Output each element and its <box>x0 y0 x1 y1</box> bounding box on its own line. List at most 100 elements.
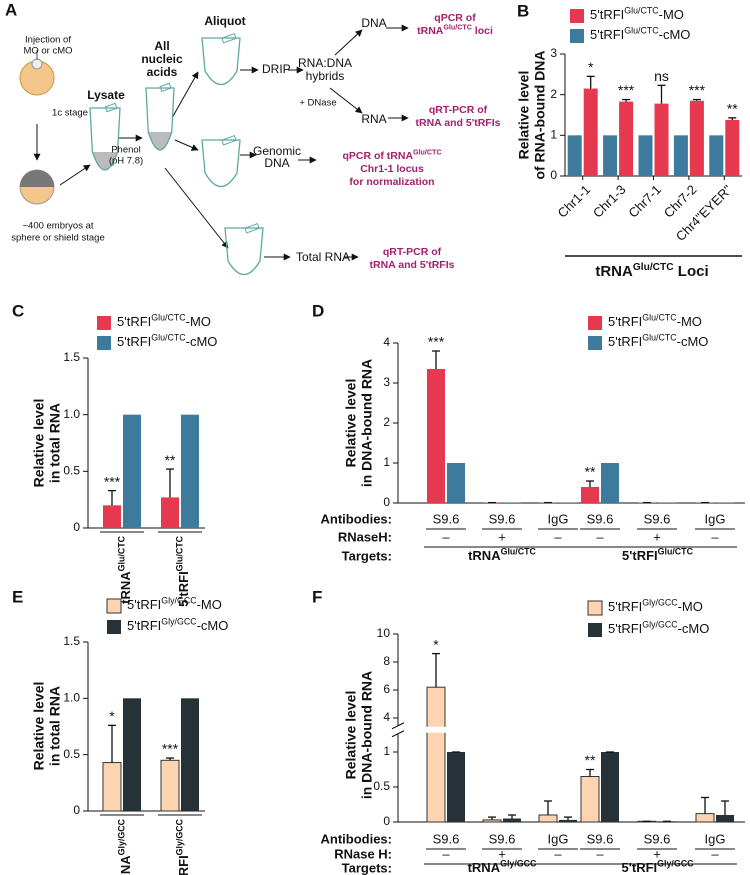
x-tick-label: 5'tRFIGlu/CTC <box>175 535 192 607</box>
x-tick-label-part: Gly/GCC <box>117 818 127 855</box>
x-tick-label: IgG <box>705 831 726 846</box>
legend-label-part: 5'tRFI <box>608 334 642 349</box>
bar <box>619 101 634 176</box>
diagram-text: Genomic <box>253 144 301 158</box>
rnase-label: + <box>653 846 661 861</box>
legend-label-part: Gly/GCC <box>642 598 678 608</box>
diagram-text: ~400 embryos at <box>22 221 93 232</box>
y-axis-label: Relative level <box>516 71 532 160</box>
target-label-part: 5'tRFI <box>622 860 658 875</box>
diagram-highlight: tRNA and 5'tRFIs <box>370 259 455 271</box>
x-tick-label-part: tRNA <box>118 855 133 875</box>
bar <box>581 487 599 503</box>
bar <box>601 463 619 503</box>
target-label: tRNAGlu/CTC <box>468 547 536 564</box>
x-tick-label-part: 5'tRFI <box>176 571 191 607</box>
diagram-highlight: qRT-PCR of <box>429 104 488 116</box>
legend-label: 5'tRFIGlu/CTC-cMO <box>590 26 690 43</box>
y-tick-label: 1.5 <box>63 350 80 364</box>
legend-label: 5'tRFIGly/GCC-MO <box>127 596 222 613</box>
diagram-text: + DNase <box>299 98 336 109</box>
y-tick-label: 4 <box>383 710 390 724</box>
y-tick-label: 1 <box>383 455 390 469</box>
bar <box>482 819 502 823</box>
diagram-highlight-part: loci <box>472 25 493 37</box>
legend-swatch <box>97 316 111 330</box>
legend-label-part: Gly/GCC <box>161 596 197 606</box>
legend-label-part: Glu/CTC <box>624 26 659 36</box>
x-tick-label-part: tRNA <box>118 571 133 604</box>
panel-label: E <box>12 587 23 606</box>
diagram-text: Total RNA <box>296 250 350 264</box>
bar <box>709 135 724 176</box>
x-tick-label: IgG <box>705 511 726 526</box>
bar <box>503 818 521 822</box>
legend-label-part: 5'tRFI <box>117 314 151 329</box>
x-tick-label: S9.6 <box>587 831 614 846</box>
rnase-label: + <box>498 529 506 544</box>
rnase-label: – <box>596 846 604 861</box>
bar <box>654 103 669 176</box>
y-axis-label: Relative level <box>343 379 359 468</box>
bar-break <box>426 726 446 733</box>
legend-swatch <box>588 316 602 330</box>
rnase-label: – <box>442 846 450 861</box>
y-tick-label: 0 <box>73 520 80 534</box>
x-tick-label: tRNAGlu/CTC <box>117 535 134 603</box>
x-tick-label-part: 5'tRFI <box>176 855 191 875</box>
legend-label-part: Glu/CTC <box>151 333 186 343</box>
y-tick-label: 0 <box>383 814 390 828</box>
y-tick-label: 0 <box>550 168 557 182</box>
diagram-text: Injection of <box>25 35 71 46</box>
legend-label: 5'tRFIGlu/CTC-MO <box>117 313 211 330</box>
y-axis-label: Relative level <box>31 399 47 488</box>
y-tick-label: 1 <box>550 128 557 142</box>
diagram-highlight-part: qPCR of tRNA <box>342 150 413 162</box>
embryo-cap <box>20 170 54 187</box>
legend-label-part: Gly/GCC <box>642 620 678 630</box>
y-tick-label: 1.0 <box>63 691 80 705</box>
significance-label: ** <box>727 101 738 117</box>
bar <box>695 813 715 823</box>
diagram-text: nucleic <box>141 52 183 66</box>
significance-label: *** <box>618 82 635 98</box>
bar <box>673 135 688 176</box>
x-tick-label: Chr7-1 <box>625 182 664 221</box>
y-tick-label: 8 <box>383 654 390 668</box>
x-axis-label-part: tRNA <box>595 263 633 280</box>
row-label: Targets: <box>342 860 392 875</box>
arrow <box>164 167 229 249</box>
diagram-highlight-part: Glu/CTC <box>413 148 442 156</box>
legend-label: 5'tRFIGlu/CTC-cMO <box>117 333 217 350</box>
target-label: 5'tRFIGly/GCC <box>622 859 695 875</box>
legend-label: 5'tRFIGly/GCC-MO <box>608 598 703 615</box>
y-tick-label: 4 <box>383 335 390 349</box>
legend-label-part: -MO <box>659 7 684 22</box>
rnase-label: – <box>711 529 719 544</box>
y-tick-label: 1.5 <box>63 634 80 648</box>
legend-label-part: Glu/CTC <box>642 313 677 323</box>
legend-label-part: -cMO <box>677 334 709 349</box>
diagram-shapes <box>19 24 409 261</box>
legend-label-part: -MO <box>197 597 222 612</box>
legend-label-part: Glu/CTC <box>642 333 677 343</box>
legend-label-part: 5'tRFI <box>608 621 642 636</box>
diagram-text: (pH 7.8) <box>109 156 143 167</box>
target-label-part: tRNA <box>468 548 501 563</box>
diagram-highlight-part: Glu/CTC <box>443 23 472 31</box>
legend-label: 5'tRFIGlu/CTC-MO <box>590 6 684 23</box>
y-tick-label: 0.5 <box>63 747 80 761</box>
legend-swatch <box>587 600 603 616</box>
bar <box>559 819 577 822</box>
bar <box>725 119 740 176</box>
x-axis-label: tRNAGlu/CTC Loci <box>595 261 708 280</box>
y-axis-label: of RNA-bound DNA <box>532 50 548 179</box>
legend-label-part: Gly/GCC <box>161 617 197 627</box>
legend-label-part: Glu/CTC <box>624 6 659 16</box>
y-tick-label: 2 <box>383 415 390 429</box>
diagram-highlight: qRT-PCR of <box>383 246 442 258</box>
legend-label-part: 5'tRFI <box>127 597 161 612</box>
diagram-text: All <box>154 39 169 53</box>
significance-label: ** <box>585 464 596 480</box>
legend-label: 5'tRFIGly/GCC-cMO <box>608 620 709 637</box>
